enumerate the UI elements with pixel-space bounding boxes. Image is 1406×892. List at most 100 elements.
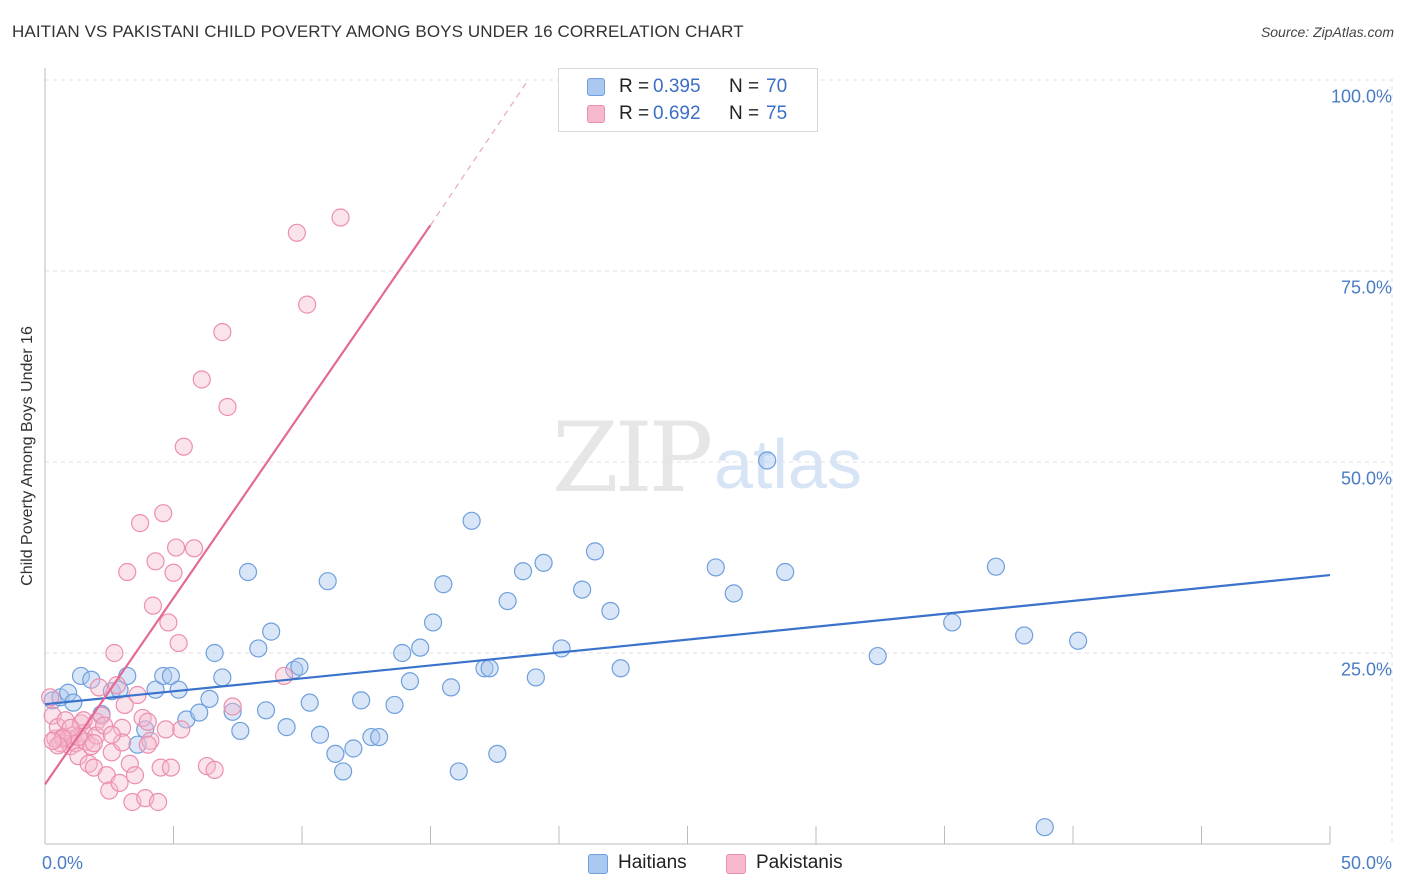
pakistanis-legend-swatch bbox=[726, 854, 746, 874]
haitians-point-22 bbox=[231, 721, 250, 741]
haitians-n-label: N = bbox=[729, 76, 760, 97]
haitians-point-21 bbox=[223, 702, 242, 721]
haitians-point-59 bbox=[611, 659, 630, 678]
haitians-point-43 bbox=[423, 613, 443, 632]
pakistanis-point-50 bbox=[166, 538, 186, 557]
haitians-legend-swatch bbox=[588, 854, 608, 874]
haitians-point-32 bbox=[318, 572, 337, 591]
pakistanis-point-22 bbox=[95, 716, 114, 735]
haitians-point-13 bbox=[154, 666, 173, 686]
haitians-point-51 bbox=[498, 591, 517, 611]
pakistanis-point-46 bbox=[156, 720, 175, 739]
haitians-r-value: 0.395 bbox=[653, 76, 701, 97]
haitians-point-30 bbox=[300, 693, 319, 712]
haitians-point-37 bbox=[362, 727, 381, 747]
pakistanis-point-0 bbox=[41, 688, 60, 707]
haitians-trend-line bbox=[44, 573, 1331, 706]
pakistanis-point-74 bbox=[43, 731, 62, 750]
pakistanis-point-54 bbox=[184, 539, 204, 558]
pakistanis-point-49 bbox=[164, 563, 183, 582]
x-tick-0: 0.0% bbox=[42, 853, 84, 873]
haitians-point-47 bbox=[462, 511, 481, 530]
haitians-point-24 bbox=[249, 639, 268, 658]
pakistanis-point-65 bbox=[138, 735, 157, 754]
pakistanis-point-55 bbox=[192, 370, 211, 389]
haitians-point-65 bbox=[943, 613, 962, 632]
haitians-point-23 bbox=[238, 562, 258, 582]
legend: R = 0.395 N = 70 R = 0.692 N = 75 bbox=[558, 68, 818, 132]
pakistanis-point-51 bbox=[169, 633, 188, 653]
pakistanis-legend-label: Pakistanis bbox=[756, 852, 843, 873]
haitians-point-34 bbox=[334, 762, 353, 781]
pakistanis-n-label: N = bbox=[729, 103, 760, 124]
haitians-point-42 bbox=[411, 638, 430, 657]
pakistanis-point-45 bbox=[154, 504, 173, 523]
haitians-n-value: 70 bbox=[766, 76, 788, 97]
watermark-zip: ZIP bbox=[552, 402, 713, 514]
trend-lines bbox=[44, 79, 1331, 786]
pakistanis-point-59 bbox=[218, 397, 237, 417]
pakistanis-r-value: 0.692 bbox=[653, 103, 701, 124]
haitians-point-44 bbox=[434, 575, 453, 594]
pakistanis-point-31 bbox=[118, 562, 137, 582]
pakistanis-point-42 bbox=[146, 552, 165, 571]
pakistanis-point-39 bbox=[138, 712, 157, 731]
pakistanis-point-57 bbox=[205, 760, 224, 779]
pakistanis-trend-extension bbox=[430, 79, 529, 226]
haitians-point-40 bbox=[393, 643, 412, 663]
pakistanis-point-58 bbox=[213, 323, 232, 342]
haitians-point-25 bbox=[256, 701, 276, 720]
haitians-point-49 bbox=[480, 659, 499, 678]
haitians-point-38 bbox=[370, 727, 389, 747]
haitians-point-17 bbox=[190, 703, 209, 722]
haitians-point-53 bbox=[526, 668, 545, 687]
haitians-point-19 bbox=[205, 643, 224, 663]
pakistanis-point-36 bbox=[130, 514, 150, 533]
x-tick-50: 50.0% bbox=[1340, 853, 1392, 873]
haitians-point-64 bbox=[868, 646, 887, 666]
chart-title: HAITIAN VS PAKISTANI CHILD POVERTY AMONG… bbox=[12, 22, 744, 41]
haitians-point-18 bbox=[200, 689, 219, 708]
haitians-point-50 bbox=[488, 744, 507, 763]
watermark-atlas: atlas bbox=[714, 425, 862, 503]
pakistanis-n-value: 75 bbox=[766, 103, 788, 124]
pakistanis-point-41 bbox=[143, 596, 163, 615]
haitians-point-66 bbox=[986, 557, 1006, 576]
y-tick-100: 100.0% bbox=[1330, 86, 1392, 107]
pakistanis-point-53 bbox=[174, 437, 193, 456]
pakistanis-point-34 bbox=[125, 766, 145, 785]
haitians-point-45 bbox=[441, 678, 461, 697]
haitians-point-31 bbox=[310, 725, 330, 744]
y-tick-75: 75.0% bbox=[1340, 277, 1392, 298]
haitians-point-54 bbox=[534, 553, 553, 572]
haitians-point-41 bbox=[400, 672, 420, 691]
legend-row-haitians: R = 0.395 N = 70 bbox=[559, 73, 817, 101]
haitians-point-56 bbox=[573, 580, 592, 599]
pakistanis-point-48 bbox=[161, 758, 181, 777]
pakistanis-point-20 bbox=[89, 678, 109, 697]
pakistanis-point-62 bbox=[287, 223, 306, 242]
pakistanis-point-11 bbox=[69, 747, 88, 766]
haitians-point-46 bbox=[449, 762, 468, 781]
haitians-point-63 bbox=[776, 562, 795, 582]
haitians-point-4 bbox=[71, 666, 91, 686]
pakistanis-point-47 bbox=[159, 613, 178, 632]
haitians-point-52 bbox=[513, 562, 533, 581]
pakistanis-point-60 bbox=[223, 697, 242, 716]
pakistanis-point-24 bbox=[100, 781, 119, 800]
pakistanis-point-68 bbox=[84, 734, 103, 753]
pakistanis-point-66 bbox=[112, 733, 132, 752]
pakistanis-point-44 bbox=[151, 758, 170, 777]
haitians-point-33 bbox=[326, 744, 345, 763]
haitians-point-61 bbox=[724, 584, 743, 603]
haitians-points bbox=[43, 451, 1088, 837]
haitians-point-58 bbox=[601, 601, 620, 621]
haitians-point-68 bbox=[1035, 818, 1054, 837]
legend-row-pakistanis: R = 0.692 N = 75 bbox=[559, 100, 817, 128]
haitians-point-5 bbox=[82, 670, 101, 689]
pakistanis-point-32 bbox=[120, 754, 139, 773]
pakistanis-point-43 bbox=[148, 792, 168, 812]
pakistanis-r-label: R = bbox=[619, 103, 650, 124]
haitians-swatch bbox=[587, 78, 605, 96]
